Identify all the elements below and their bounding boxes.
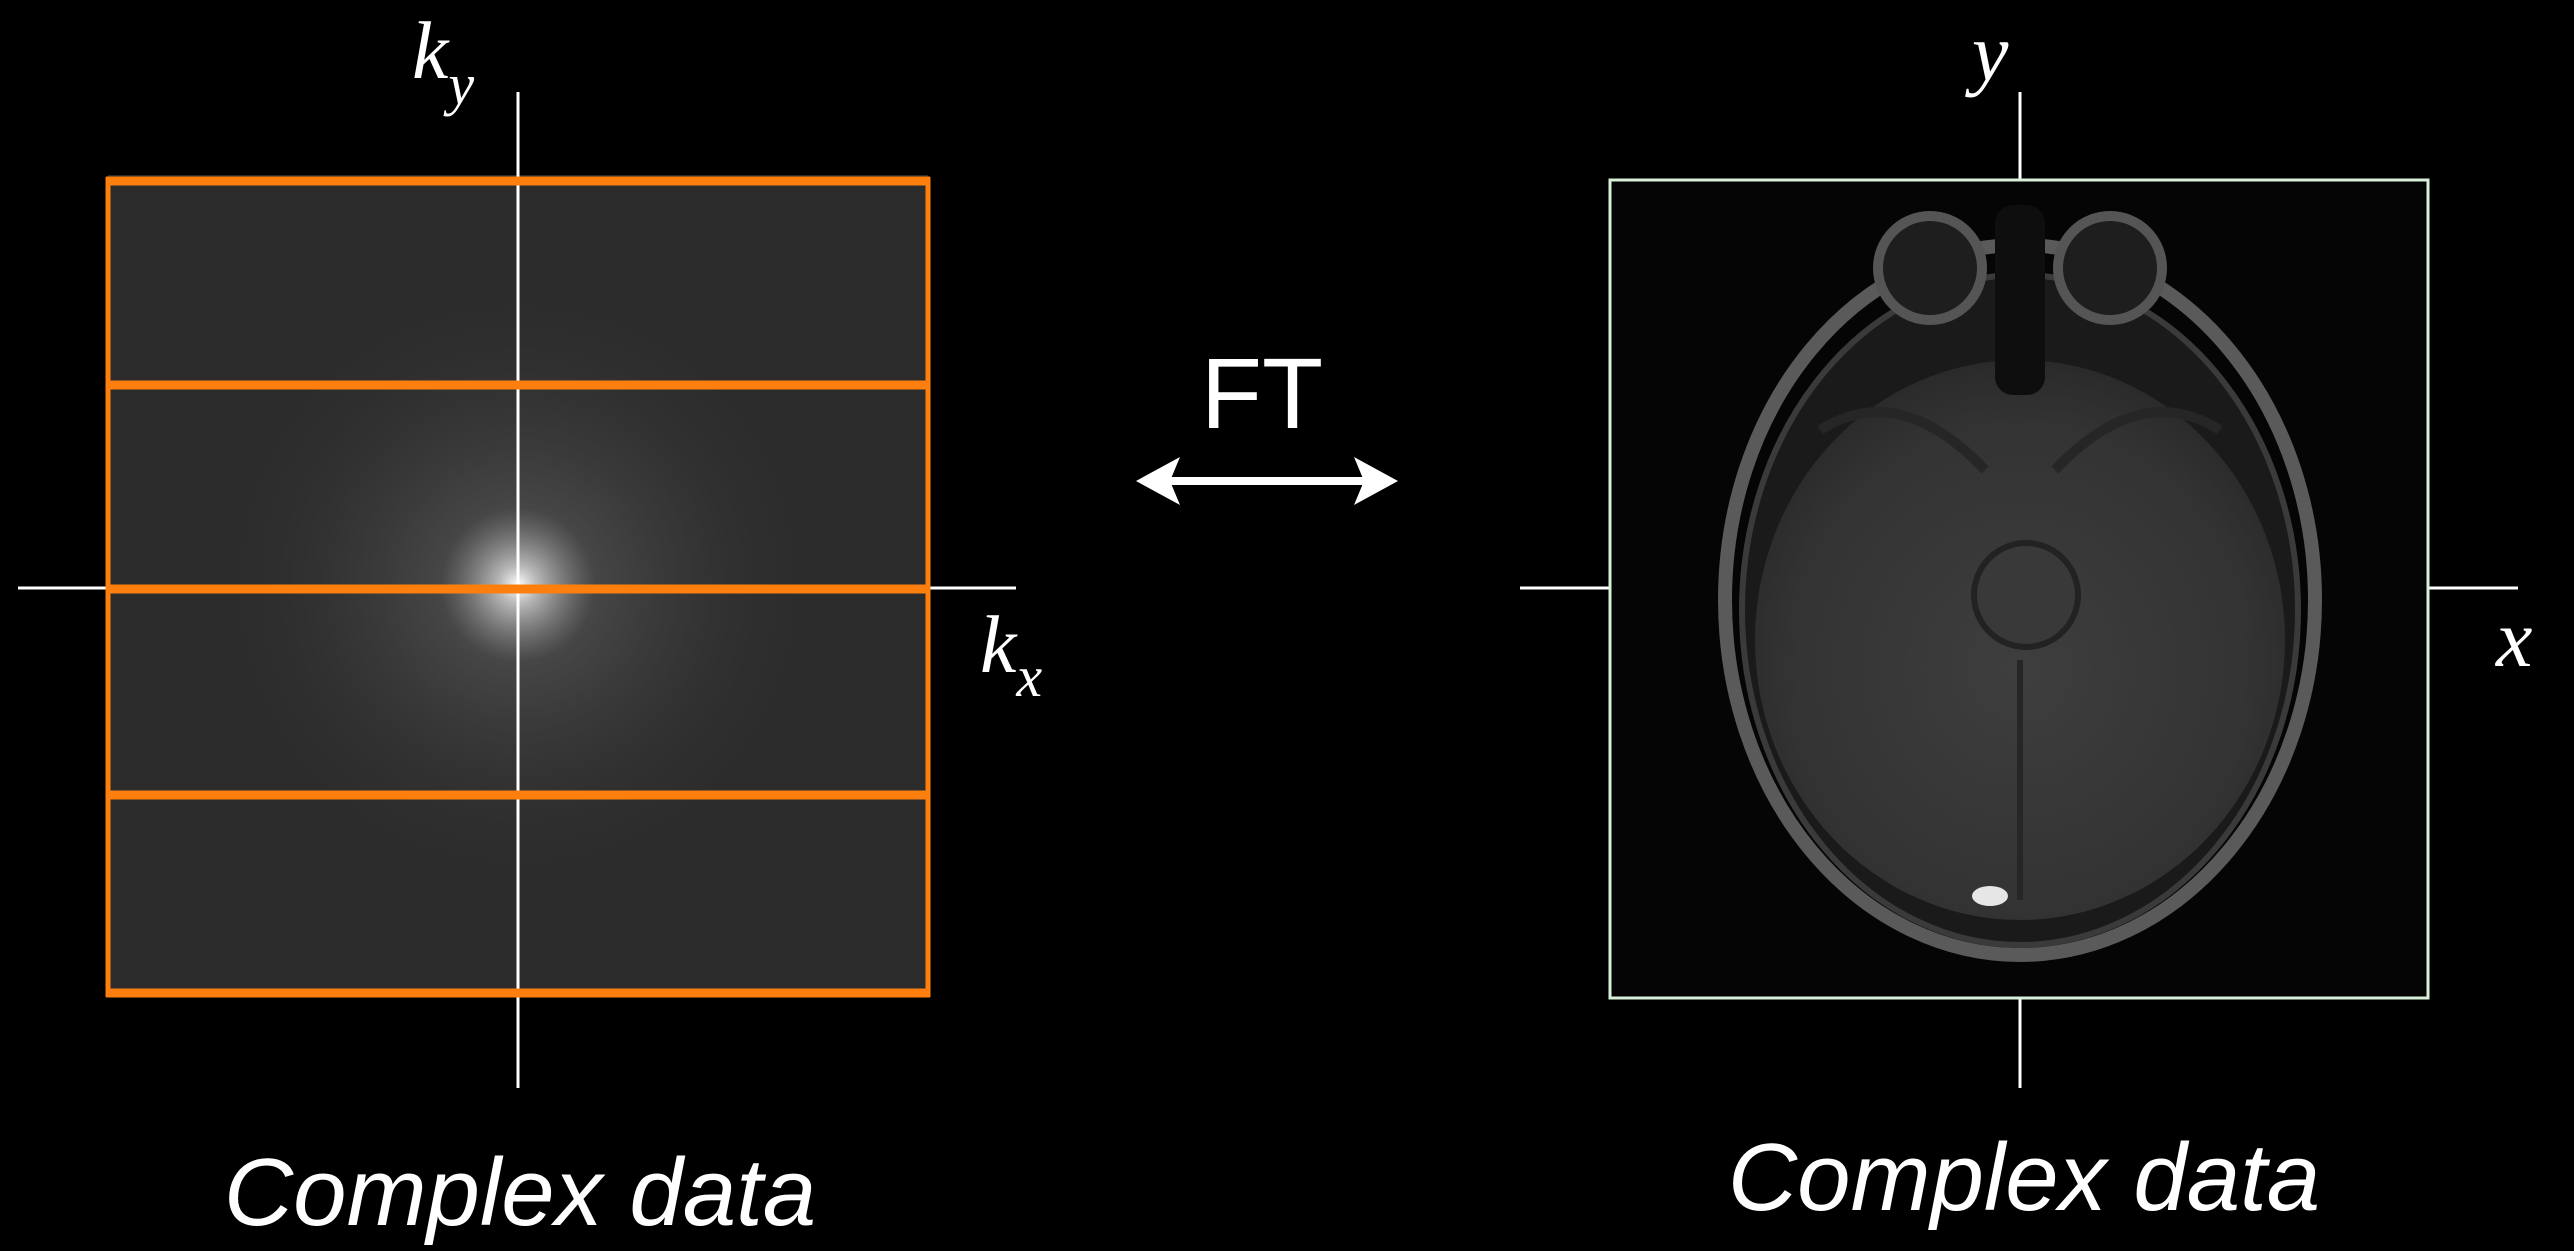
ky-axis-label: ky — [412, 5, 474, 117]
segment-lines — [105, 176, 931, 998]
ft-label: FT — [1201, 338, 1323, 450]
y-axis-label: y — [1965, 7, 2009, 98]
fourier-transform: FT — [1136, 338, 1398, 505]
kspace-panel: ky kx Complex data — [18, 5, 1042, 1246]
brain-scan-illustration — [1718, 205, 2322, 962]
left-caption: Complex data — [224, 1139, 816, 1246]
kx-axis-label: kx — [980, 599, 1042, 709]
right-caption: Complex data — [1728, 1124, 2320, 1231]
double-headed-arrow-icon — [1136, 457, 1398, 505]
x-axis-label: x — [2495, 593, 2532, 684]
image-panel: y x Complex data — [1520, 7, 2532, 1231]
